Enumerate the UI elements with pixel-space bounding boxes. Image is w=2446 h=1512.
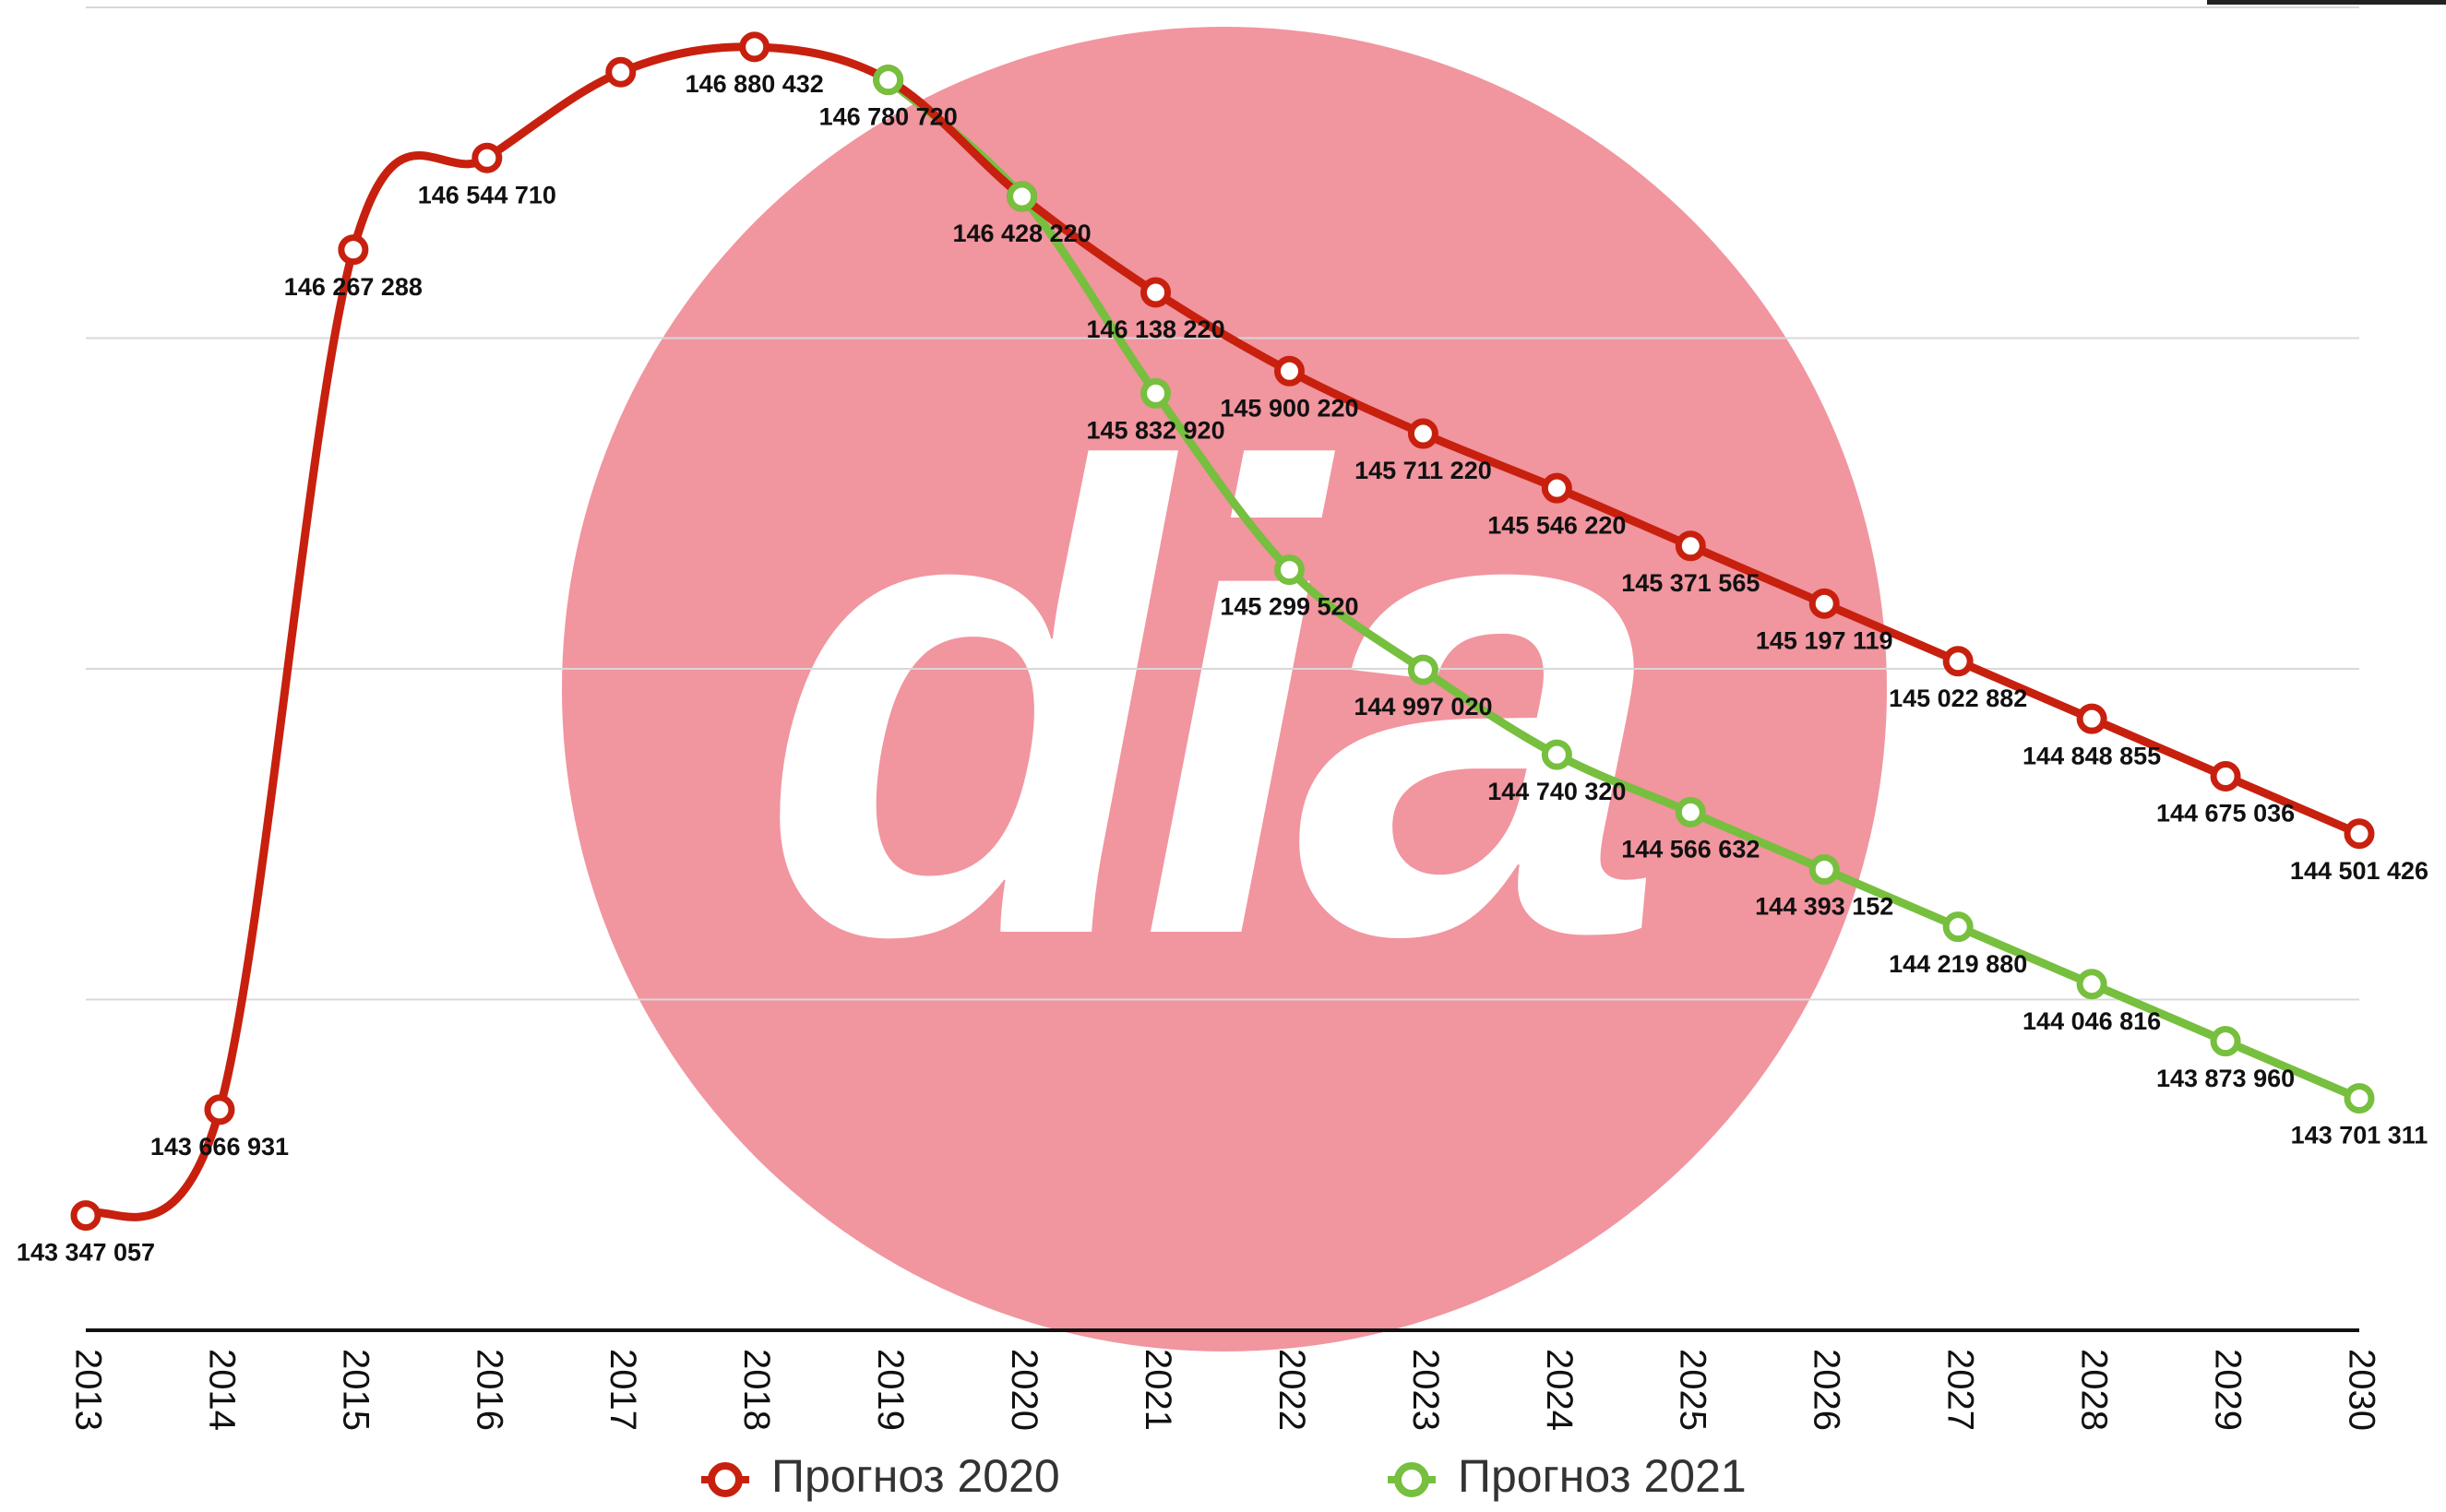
x-tick-label: 2024 [1539,1349,1580,1431]
data-label: 144 501 426 [2290,857,2428,885]
data-label: 146 780 720 [819,103,958,131]
data-label: 143 873 960 [2156,1065,2295,1092]
data-label: 144 675 036 [2156,800,2295,827]
data-label: 146 267 288 [284,273,423,301]
data-label: 145 832 920 [1086,417,1224,445]
data-label: 145 022 882 [1889,685,2027,712]
data-label: 145 197 119 [1756,626,1893,654]
data-label: 145 299 520 [1220,593,1358,621]
data-label: 144 997 020 [1354,693,1492,720]
watermark-text: dia [761,330,1649,1073]
point [739,31,770,63]
point [1541,739,1572,770]
data-label: 146 138 220 [1086,315,1224,343]
data-label: 145 371 565 [1621,569,1760,597]
data-label: 146 880 432 [686,70,824,98]
point [1407,418,1438,449]
plot [70,31,2375,1232]
point [338,234,369,266]
data-label: 144 046 816 [2022,1007,2161,1035]
x-tick-label: 2021 [1138,1349,1178,1431]
top-bar [2207,0,2446,5]
point [605,56,637,88]
x-tick-label: 2014 [201,1349,242,1431]
point [1273,355,1305,387]
legend-marker [1394,1462,1429,1497]
x-tick-label: 2019 [870,1349,911,1431]
data-label: 145 900 220 [1220,394,1358,422]
point [204,1094,235,1125]
data-label: 144 393 152 [1755,893,1893,921]
point [1007,181,1038,212]
data-label: 144 740 320 [1487,778,1626,805]
point [1140,377,1172,409]
point [2344,818,2375,850]
data-label: 144 848 855 [2022,742,2161,769]
x-tick-label: 2025 [1673,1349,1713,1431]
point [1140,277,1172,308]
point [471,142,503,173]
legend: Прогноз 2020 Прогноз 2021 [701,1450,1747,1502]
point [1942,646,1974,677]
point [1808,854,1840,886]
x-tick-label: 2017 [603,1349,643,1431]
data-label: 144 219 880 [1889,950,2027,978]
watermark-circle [562,27,1887,1351]
labels: 143 347 057 143 666 931 146 267 288 146 544… [17,70,2428,1267]
x-tick-label: 2013 [67,1349,108,1431]
data-label: 145 711 220 [1354,457,1492,484]
data-label: 146 428 220 [953,220,1092,247]
point [1808,588,1840,619]
x-tick-label: 2029 [2207,1349,2248,1431]
point [2210,1026,2241,1057]
x-tick-label: 2016 [469,1349,509,1431]
point [2344,1083,2375,1114]
grid: 2013 2014 2015 2016 2017 2018 2019 2020 2021 2022… [67,6,2381,1431]
point [1407,654,1438,685]
x-tick-label: 2030 [2341,1349,2381,1431]
data-label: 143 347 057 [17,1239,155,1267]
point [2076,969,2107,1000]
point [1675,796,1706,827]
x-tick-label: 2023 [1405,1349,1446,1431]
point [1273,554,1305,586]
point [1942,911,1974,943]
x-tick-label: 2028 [2074,1349,2115,1431]
point [1675,530,1706,562]
legend-label: Прогноз 2020 [771,1450,1060,1502]
point [70,1200,101,1232]
point [873,65,904,96]
point [2076,703,2107,734]
x-tick-label: 2022 [1271,1349,1312,1431]
point [2210,760,2241,792]
data-label: 144 566 632 [1621,835,1760,863]
data-label: 146 544 710 [418,181,556,208]
x-tick-label: 2027 [1940,1349,1981,1431]
x-tick-label: 2026 [1807,1349,1847,1431]
data-label: 145 546 220 [1487,511,1626,539]
series-line [83,42,2361,1221]
legend-label: Прогноз 2021 [1458,1450,1747,1502]
data-label: 143 666 931 [150,1133,289,1161]
legend-marker [708,1462,743,1497]
x-tick-label: 2015 [335,1349,376,1431]
data-label: 143 701 311 [2291,1122,2428,1149]
x-tick-label: 2018 [736,1349,777,1431]
point [1541,472,1572,504]
x-tick-label: 2020 [1004,1349,1044,1431]
